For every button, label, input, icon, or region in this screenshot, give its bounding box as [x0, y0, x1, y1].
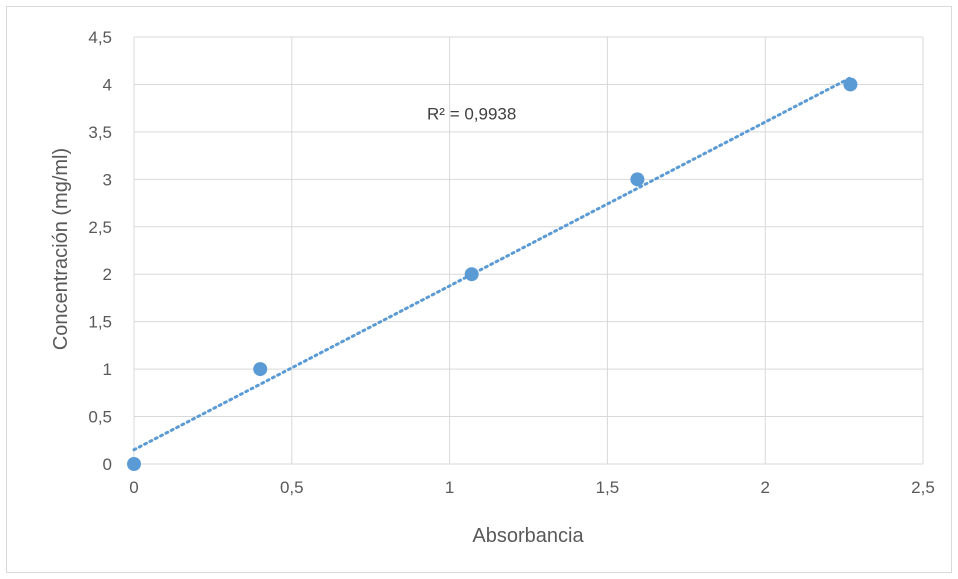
x-tick-label: 2	[760, 478, 769, 497]
y-tick-label: 2	[103, 265, 112, 284]
y-tick-label: 1,5	[88, 313, 112, 332]
annotations: R² = 0,9938	[427, 105, 516, 124]
x-tick-label: 1,5	[596, 478, 620, 497]
y-tick-label: 3,5	[88, 123, 112, 142]
x-tick-label: 2,5	[911, 478, 935, 497]
y-tick-label: 0,5	[88, 408, 112, 427]
y-tick-label: 4	[103, 75, 112, 94]
y-tick-label: 1	[103, 360, 112, 379]
data-point	[464, 267, 479, 282]
data-point	[253, 362, 268, 377]
data-point	[630, 172, 645, 187]
trendline	[132, 76, 852, 452]
x-tick-label: 0	[129, 478, 138, 497]
y-tick-label: 2,5	[88, 218, 112, 237]
x-tick-labels: 0 0,5 1 1,5 2 2,5	[129, 478, 935, 497]
x-tick-label: 0,5	[280, 478, 304, 497]
grid-lines	[133, 36, 924, 465]
x-axis-title: Absorbancia	[472, 525, 584, 547]
data-point	[843, 77, 858, 92]
data-point	[127, 457, 141, 471]
trendline-layer	[132, 76, 852, 452]
y-axis-title: Concentración (mg/ml)	[50, 148, 72, 350]
chart-frame	[6, 6, 952, 573]
y-tick-label: 0	[103, 455, 112, 474]
y-tick-labels: 0 0,5 1 1,5 2 2,5 3 3,5 4 4,5	[88, 28, 112, 474]
x-tick-label: 1	[445, 478, 454, 497]
data-points	[127, 77, 858, 471]
y-tick-label: 3	[103, 170, 112, 189]
y-tick-label: 4,5	[88, 28, 112, 47]
r-squared-label: R² = 0,9938	[427, 105, 516, 124]
